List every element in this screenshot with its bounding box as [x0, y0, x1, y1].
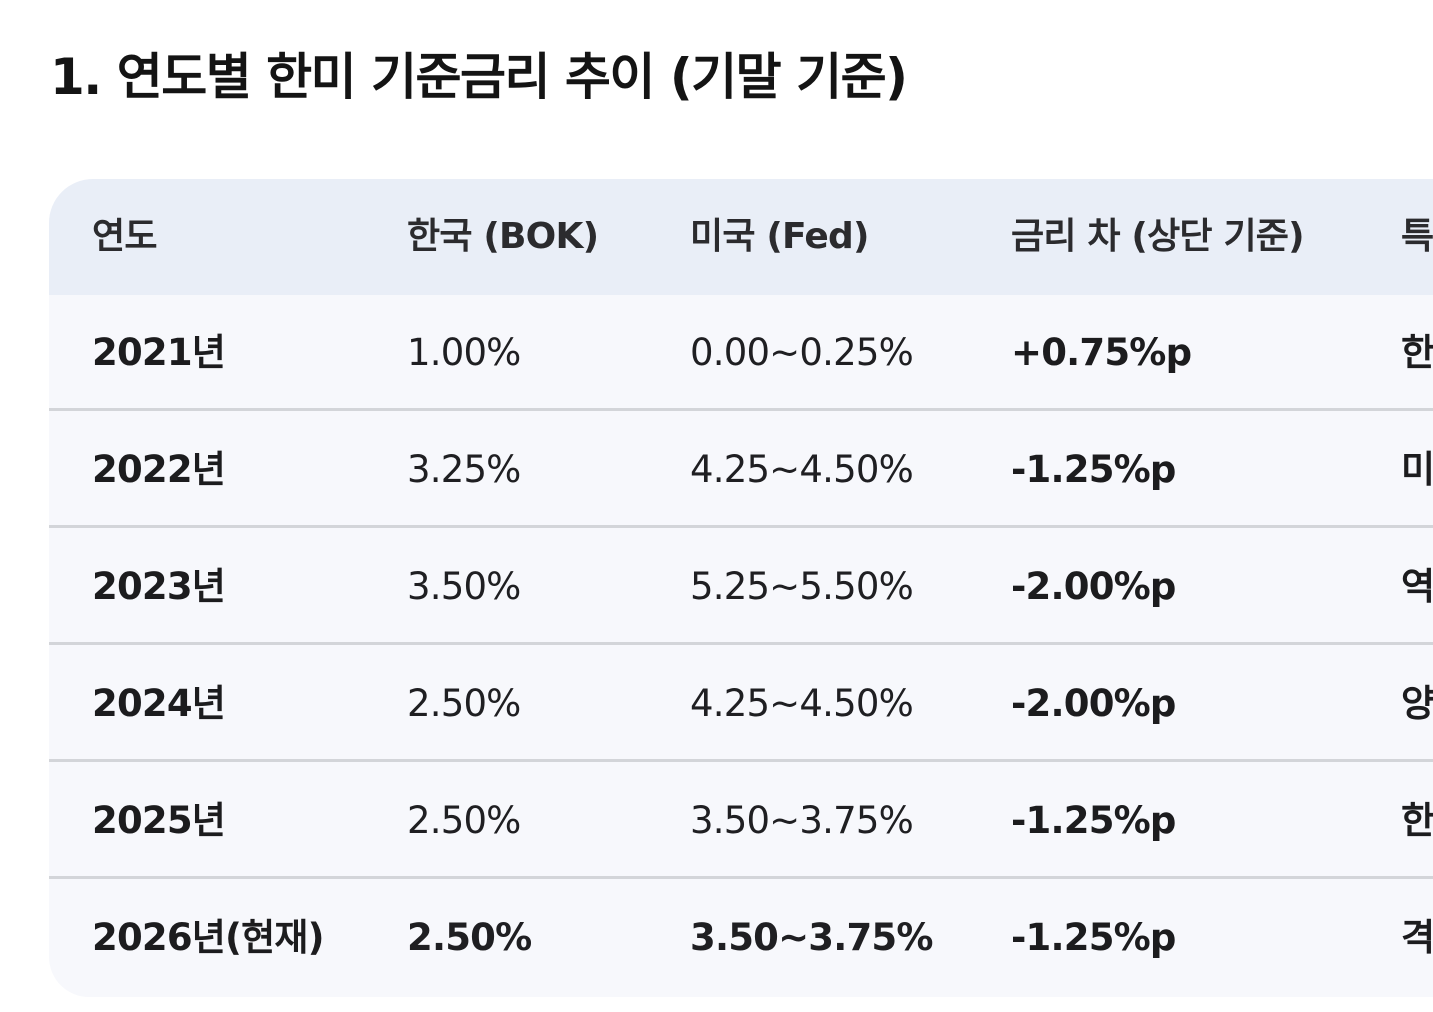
- cell-year: 2026년(현재): [92, 916, 325, 959]
- cell-year: 2021년: [92, 331, 226, 374]
- cell-us-rate: 3.50~3.75%: [690, 799, 914, 842]
- cell-year: 2022년: [92, 448, 226, 491]
- table-header-row: 연도 한국 (BOK) 미국 (Fed) 금리 차 (상단 기준) 특: [49, 179, 1433, 295]
- cell-rate-diff: -1.25%p: [1011, 799, 1176, 842]
- cell-note: 한: [1401, 799, 1433, 842]
- header-diff: 금리 차 (상단 기준): [1011, 216, 1305, 257]
- header-note: 특: [1401, 216, 1433, 257]
- cell-year: 2024년: [92, 682, 226, 725]
- table-row: 2024년 2.50% 4.25~4.50% -2.00%p 양: [49, 646, 1433, 762]
- cell-note: 한: [1401, 331, 1433, 374]
- cell-note: 미: [1401, 448, 1433, 491]
- cell-us-rate: 5.25~5.50%: [690, 565, 914, 608]
- cell-rate-diff: +0.75%p: [1011, 331, 1192, 374]
- rate-table: 연도 한국 (BOK) 미국 (Fed) 금리 차 (상단 기준) 특 2021…: [49, 179, 1433, 997]
- cell-rate-diff: -2.00%p: [1011, 682, 1176, 725]
- cell-us-rate: 4.25~4.50%: [690, 682, 914, 725]
- cell-note: 격: [1401, 916, 1433, 959]
- cell-year: 2023년: [92, 565, 226, 608]
- table-row: 2026년(현재) 2.50% 3.50~3.75% -1.25%p 격: [49, 880, 1433, 996]
- cell-korea-rate: 3.50%: [407, 565, 521, 608]
- cell-us-rate: 3.50~3.75%: [690, 916, 933, 959]
- cell-korea-rate: 3.25%: [407, 448, 521, 491]
- table-row: 2023년 3.50% 5.25~5.50% -2.00%p 역: [49, 529, 1433, 645]
- cell-rate-diff: -2.00%p: [1011, 565, 1176, 608]
- page-title: 1. 연도별 한미 기준금리 추이 (기말 기준): [50, 48, 908, 106]
- table-row: 2025년 2.50% 3.50~3.75% -1.25%p 한: [49, 763, 1433, 879]
- header-year: 연도: [92, 216, 157, 257]
- cell-year: 2025년: [92, 799, 226, 842]
- cell-korea-rate: 2.50%: [407, 799, 521, 842]
- cell-note: 양: [1401, 682, 1433, 725]
- table-row: 2021년 1.00% 0.00~0.25% +0.75%p 한: [49, 295, 1433, 411]
- table-row: 2022년 3.25% 4.25~4.50% -1.25%p 미: [49, 412, 1433, 528]
- cell-us-rate: 0.00~0.25%: [690, 331, 914, 374]
- header-korea: 한국 (BOK): [407, 216, 599, 257]
- cell-note: 역: [1401, 565, 1433, 608]
- cell-rate-diff: -1.25%p: [1011, 448, 1176, 491]
- header-us: 미국 (Fed): [690, 216, 869, 257]
- cell-rate-diff: -1.25%p: [1011, 916, 1176, 959]
- cell-korea-rate: 1.00%: [407, 331, 521, 374]
- cell-us-rate: 4.25~4.50%: [690, 448, 914, 491]
- cell-korea-rate: 2.50%: [407, 682, 521, 725]
- cell-korea-rate: 2.50%: [407, 916, 532, 959]
